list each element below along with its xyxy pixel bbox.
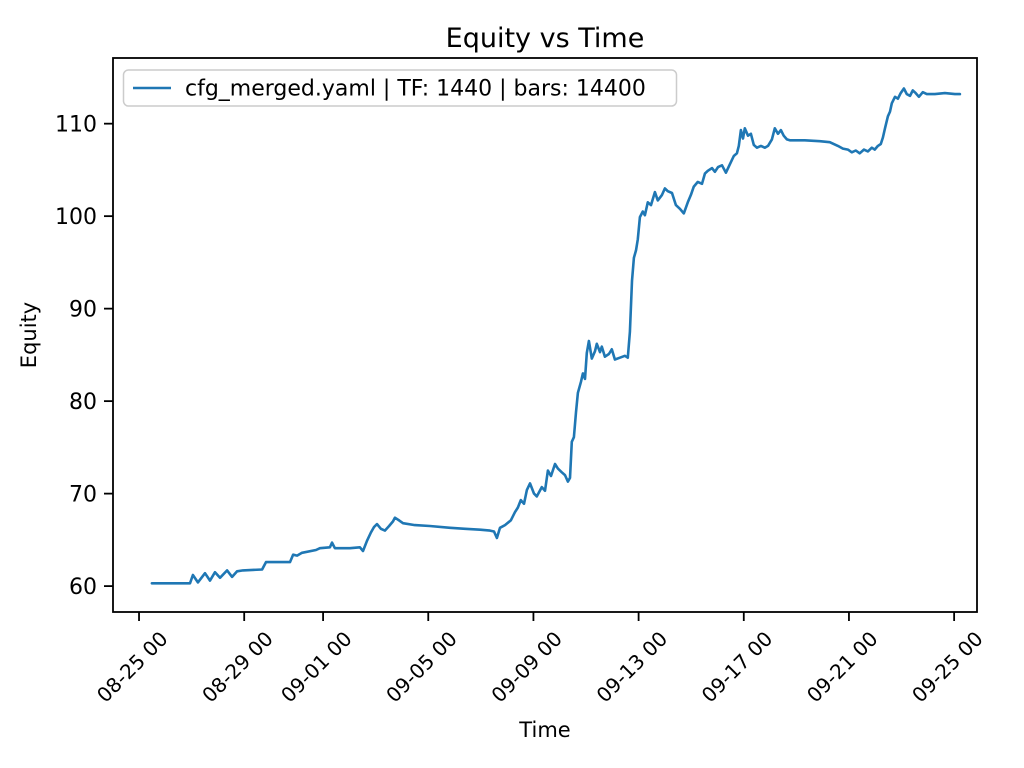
plot-contents (150, 87, 962, 585)
y-tick-label: 110 (55, 113, 97, 138)
x-tick-label: 09-25 00 (907, 627, 988, 708)
x-tick-label: 09-13 00 (592, 627, 673, 708)
y-tick-label: 90 (69, 298, 97, 323)
legend-label: cfg_merged.yaml | TF: 1440 | bars: 14400 (185, 77, 646, 102)
x-tick-label: 09-17 00 (697, 627, 778, 708)
chart-title: Equity vs Time (446, 23, 645, 54)
y-tick-label: 60 (69, 575, 97, 600)
x-tick-label: 09-05 00 (381, 627, 462, 708)
y-tick-label: 80 (69, 390, 97, 415)
legend-box (122, 69, 678, 107)
plot-area (112, 57, 978, 613)
equity-line (150, 87, 962, 585)
y-axis: 60 70 80 90 100 110 (55, 113, 113, 600)
x-tick-label: 09-01 00 (276, 627, 357, 708)
y-tick-label: 70 (69, 483, 97, 508)
x-tick-label: 09-09 00 (486, 627, 567, 708)
x-tick-label: 09-21 00 (802, 627, 883, 708)
y-tick-label: 100 (55, 205, 97, 230)
x-tick-label: 08-29 00 (197, 627, 278, 708)
x-tick-label: 08-25 00 (92, 627, 173, 708)
x-axis-label: Time (518, 718, 570, 742)
y-axis-label: Equity (17, 302, 41, 368)
legend: cfg_merged.yaml | TF: 1440 | bars: 14400 (122, 69, 678, 107)
